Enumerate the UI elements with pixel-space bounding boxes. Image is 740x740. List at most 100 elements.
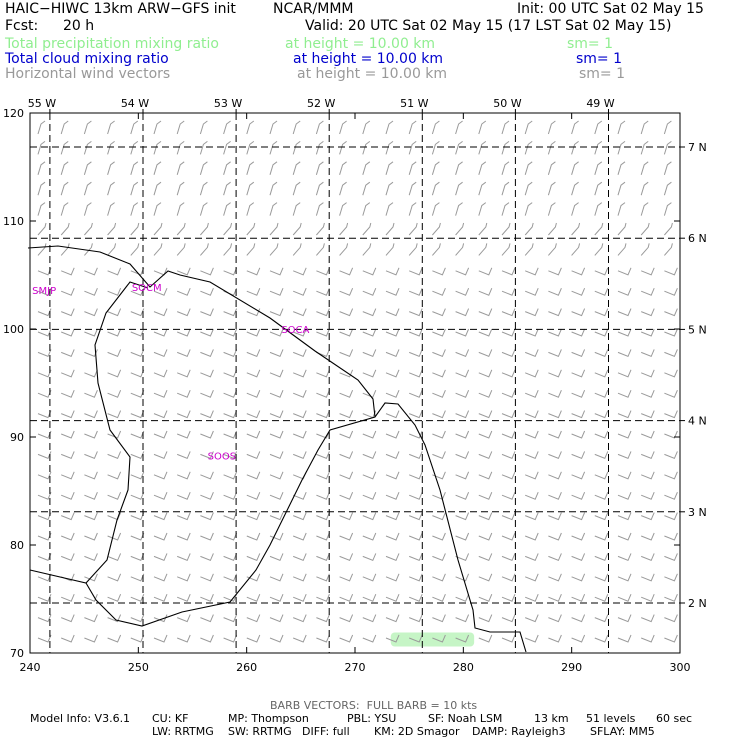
- wind-barb: [84, 267, 98, 276]
- wind-barb: [409, 532, 423, 541]
- wind-barb: [339, 222, 349, 236]
- wind-barb: [478, 553, 493, 562]
- wind-barb: [594, 390, 609, 398]
- wind-barb: [362, 553, 377, 562]
- wind-barb: [594, 634, 609, 643]
- wind-barb: [316, 308, 330, 317]
- wind-barb: [107, 430, 122, 439]
- field-height: at height = 10.00 km: [293, 51, 444, 67]
- wind-barb: [571, 369, 586, 378]
- wind-barb: [617, 634, 632, 643]
- wind-barb: [617, 573, 632, 582]
- wind-barb: [524, 202, 533, 216]
- wind-barb: [525, 369, 539, 378]
- wind-barb: [548, 471, 562, 480]
- wind-barb: [292, 120, 301, 135]
- wind-barb: [594, 222, 604, 236]
- y-tick-label: 70: [10, 647, 24, 660]
- field-smoothing: sm= 1: [576, 51, 623, 67]
- wind-barb: [594, 614, 609, 623]
- wind-barb: [362, 222, 372, 236]
- wind-barb: [571, 308, 586, 317]
- wind-barb: [339, 553, 354, 562]
- wind-barb: [501, 634, 516, 643]
- wind-barb: [130, 573, 145, 582]
- wind-barb: [385, 288, 400, 296]
- wind-barb: [525, 349, 539, 358]
- wind-barb: [293, 308, 307, 317]
- wind-barb: [455, 222, 465, 236]
- wind-barb: [130, 614, 145, 623]
- longitude-label: 55 W: [28, 97, 56, 110]
- wind-barb: [130, 492, 145, 500]
- wind-barb: [293, 369, 307, 378]
- wind-barb: [478, 430, 493, 439]
- wind-barb: [432, 288, 446, 296]
- wind-barb: [362, 614, 377, 623]
- wind-barb: [501, 308, 516, 317]
- wind-barb: [455, 614, 470, 623]
- diffusion: DIFF: full: [302, 725, 350, 738]
- wind-barb: [524, 161, 533, 175]
- wind-barb: [269, 594, 284, 602]
- wind-barb: [339, 634, 354, 643]
- wind-barb: [478, 614, 493, 623]
- wind-barb: [408, 181, 417, 196]
- wind-barb: [176, 120, 185, 135]
- pbl-scheme: PBL: YSU: [347, 712, 397, 725]
- wind-barb: [664, 243, 673, 256]
- wind-barb: [594, 471, 609, 480]
- wind-barb: [641, 492, 655, 500]
- wind-barb: [223, 120, 231, 135]
- wind-barb: [617, 243, 627, 256]
- wind-barb: [153, 390, 168, 398]
- coastline-border-south: [85, 402, 527, 653]
- wind-barb: [315, 120, 324, 135]
- wind-barb: [362, 181, 371, 196]
- wind-barb: [478, 120, 487, 135]
- wind-barb: [409, 553, 423, 562]
- wind-barb: [501, 369, 516, 378]
- wind-barb: [61, 532, 75, 541]
- wind-barb: [61, 267, 75, 276]
- wind-barb: [385, 369, 400, 378]
- wind-barb: [664, 308, 678, 317]
- wind-barb: [641, 573, 655, 582]
- wind-barb: [432, 614, 446, 623]
- wind-barb: [37, 553, 52, 562]
- wind-barb: [200, 553, 214, 562]
- wind-barb: [177, 492, 191, 500]
- wind-barb: [525, 614, 539, 623]
- wind-barb: [153, 328, 168, 337]
- wind-barb: [153, 202, 162, 216]
- wind-barb: [664, 222, 673, 236]
- station-labels: SMJP SOCM SOCA SOOS: [32, 283, 309, 462]
- wind-barb: [200, 288, 214, 296]
- wind-barb: [107, 410, 122, 419]
- wind-barb: [664, 267, 678, 276]
- latitude-label: 3 N: [688, 506, 707, 519]
- wind-barb: [84, 471, 98, 480]
- wind-barb: [617, 267, 632, 276]
- wind-barb: [478, 349, 493, 358]
- cumulus-scheme: CU: KF: [152, 712, 189, 725]
- wind-barb: [362, 634, 377, 643]
- wind-barb: [664, 328, 678, 337]
- wind-barb: [617, 222, 627, 236]
- wind-barb: [455, 451, 470, 460]
- wind-barb: [246, 492, 261, 500]
- wind-barb: [594, 512, 609, 521]
- wind-barb: [594, 430, 609, 439]
- wind-barb: [153, 369, 168, 378]
- wind-barb: [223, 349, 238, 358]
- wind-barb: [246, 594, 261, 602]
- wind-barb: [200, 369, 214, 378]
- wind-barb: [478, 492, 493, 500]
- wind-barb: [548, 349, 562, 358]
- wind-barb: [130, 512, 145, 521]
- wind-barb: [548, 492, 562, 500]
- wind-barb: [130, 553, 145, 562]
- wind-barb: [107, 634, 122, 643]
- wind-barb: [501, 141, 510, 155]
